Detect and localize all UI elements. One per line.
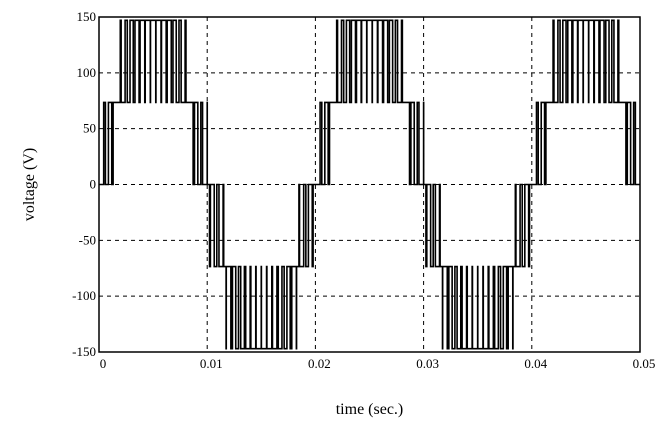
x-tick-label: 0.01	[200, 356, 223, 371]
x-tick-label: 0.05	[633, 356, 656, 371]
y-tick-label: 0	[90, 177, 97, 192]
y-tick-label: 150	[77, 9, 97, 24]
x-tick-label: 0.04	[524, 356, 547, 371]
voltage-waveform	[99, 19, 640, 350]
x-axis-ticks: 0 0.01 0.02 0.03 0.04 0.05	[100, 356, 656, 371]
y-tick-label: 50	[83, 121, 96, 136]
x-axis-label: time (sec.)	[336, 401, 404, 418]
x-tick-label: 0.03	[416, 356, 439, 371]
y-tick-label: -150	[72, 344, 96, 359]
plot-frame	[98, 16, 641, 353]
y-tick-label: -50	[79, 232, 96, 247]
grid	[99, 17, 640, 352]
x-tick-label: 0	[100, 356, 107, 371]
series-line	[99, 19, 640, 350]
y-axis-ticks: -150 -100 -50 0 50 100 150	[72, 9, 96, 359]
y-tick-label: -100	[72, 288, 96, 303]
y-axis-label: voltage (V)	[21, 148, 38, 221]
y-tick-label: 100	[77, 65, 97, 80]
x-tick-label: 0.02	[308, 356, 331, 371]
